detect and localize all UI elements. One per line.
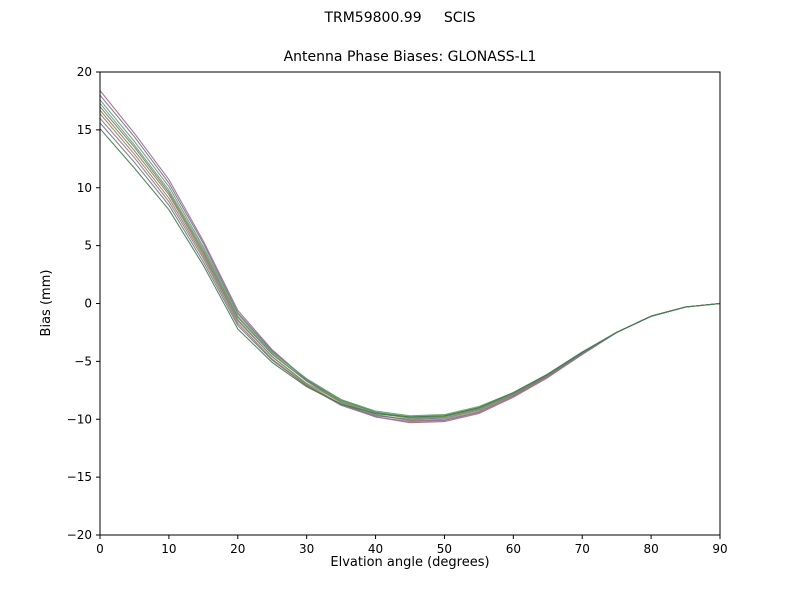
- series-line-03: [99, 99, 721, 417]
- series-line-08: [99, 117, 721, 423]
- y-tick-label: −15: [67, 470, 92, 484]
- series-line-07: [99, 113, 721, 419]
- figure-suptitle: TRM59800.99 SCIS: [324, 10, 476, 26]
- x-tick-label: 30: [299, 542, 314, 556]
- series-line-09: [99, 122, 721, 420]
- y-tick-label: 10: [77, 181, 92, 195]
- x-tick-label: 90: [712, 542, 727, 556]
- x-tick-label: 80: [643, 542, 658, 556]
- y-tick-label: −20: [67, 528, 92, 542]
- x-tick-label: 50: [437, 542, 452, 556]
- chart-title: Antenna Phase Biases: GLONASS-L1: [283, 49, 537, 65]
- series-line-02: [99, 94, 721, 419]
- series-line-10: [99, 128, 721, 418]
- x-axis-label: Elvation angle (degrees): [330, 555, 490, 570]
- y-tick-label: −10: [67, 412, 92, 426]
- x-tick-label: 40: [368, 542, 383, 556]
- x-tick-label: 60: [506, 542, 521, 556]
- x-tick-label: 20: [230, 542, 245, 556]
- series-line-05: [99, 106, 721, 418]
- axes-box: [99, 71, 721, 536]
- series-line-01: [99, 89, 721, 421]
- x-tick-label: 0: [96, 542, 104, 556]
- y-tick-label: −5: [74, 354, 92, 368]
- y-tick-label: 15: [77, 123, 92, 137]
- series-line-04: [99, 102, 721, 421]
- x-tick-label: 10: [161, 542, 176, 556]
- y-tick-label: 5: [84, 239, 92, 253]
- x-tick-label: 70: [575, 542, 590, 556]
- series-line-06: [99, 109, 721, 424]
- y-tick-label: 0: [84, 297, 92, 311]
- y-axis-label: Bias (mm): [39, 269, 54, 337]
- y-tick-label: 20: [77, 65, 92, 79]
